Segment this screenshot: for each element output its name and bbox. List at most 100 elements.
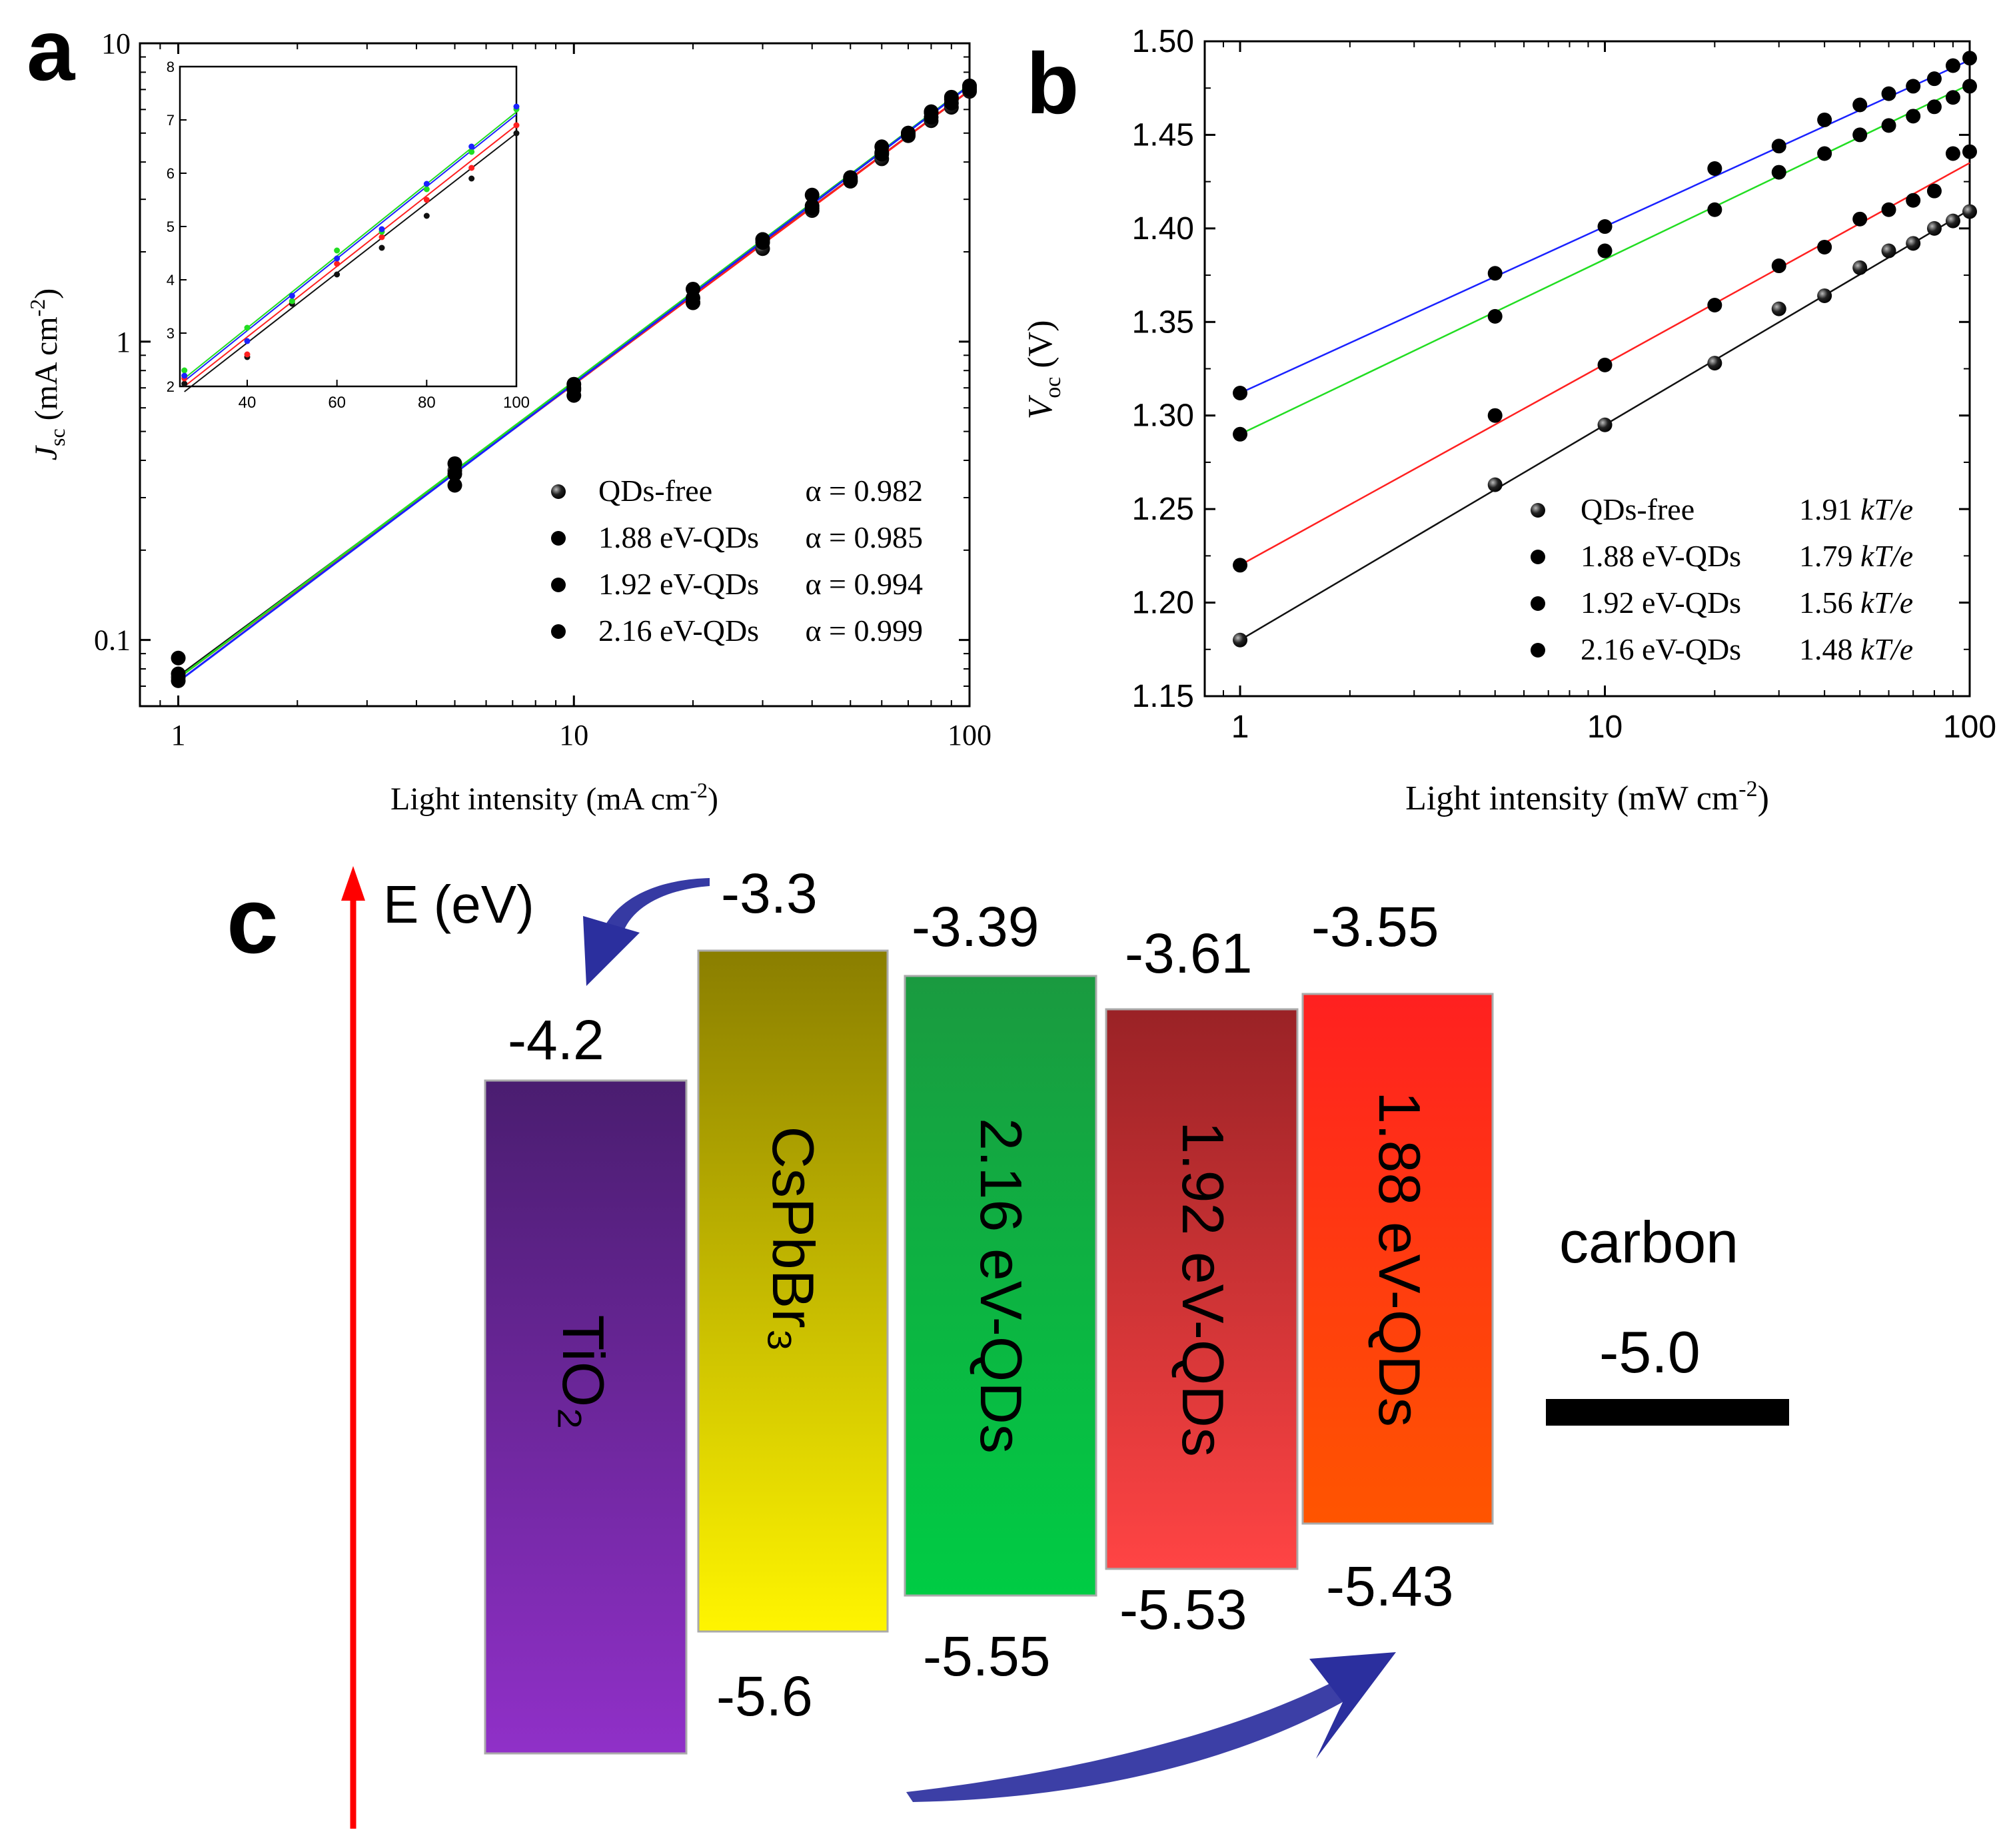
inset-data-point <box>334 247 340 254</box>
data-point <box>1962 204 1977 219</box>
data-point <box>944 89 959 105</box>
y-tick-label: 1 <box>116 326 131 358</box>
data-point <box>686 295 700 310</box>
inset-frame <box>179 65 518 388</box>
data-point <box>1945 146 1960 161</box>
legend-marker <box>1531 550 1545 564</box>
x-tick-label: 100 <box>1943 709 1996 745</box>
data-point <box>1707 161 1722 176</box>
legend-label: 1.88 eV-QDs <box>598 520 759 554</box>
electron-transfer-arrowhead <box>583 916 640 986</box>
inset-data-point <box>244 338 251 344</box>
inset-data-point <box>289 292 295 299</box>
data-point <box>1771 165 1786 180</box>
data-point <box>1817 239 1832 254</box>
data-point <box>1881 243 1896 258</box>
chart-b-legend: QDs-free 1.91 kT/e 1.88 eV-QDs 1.79 kT/e 1.9… <box>1531 492 1913 666</box>
x-tick-label: 1 <box>171 719 186 751</box>
inset-axes: 40 60 80 100 2 3 4 5 6 7 8 <box>167 59 530 412</box>
chart-a-legend: QDs-free α = 0.982 1.88 eV-QDs α = 0.985 1.9… <box>551 474 923 648</box>
y-tick-label: 1.20 <box>1132 586 1194 621</box>
y-tick-label: 1.40 <box>1132 211 1194 246</box>
chart-a-xlabel: Light intensity (mA cm-2) <box>390 778 718 817</box>
legend-param: α = 0.982 <box>805 474 923 508</box>
band-192-qds-name: 1.92 eV-QDs <box>1170 1121 1236 1457</box>
inset-x-tick-label: 80 <box>418 394 436 412</box>
panel-c-label: c <box>227 868 279 973</box>
data-point <box>1817 288 1832 303</box>
chart-b-points <box>1233 51 1977 648</box>
data-point <box>1707 298 1722 313</box>
inset-data-point <box>468 149 475 155</box>
data-point <box>1881 86 1896 101</box>
carbon-level-bar <box>1546 1399 1789 1426</box>
hole-transfer-arrowhead <box>1309 1652 1396 1759</box>
inset-data-point <box>468 143 475 150</box>
chart-a-inset: 40 60 80 100 2 3 4 5 6 7 8 <box>167 59 530 412</box>
data-point <box>1233 558 1248 573</box>
legend-param-unit: kT/e <box>1860 586 1913 620</box>
data-point <box>1926 221 1942 236</box>
qd192-bottom-level: -5.53 <box>1119 1578 1247 1641</box>
data-point <box>1926 183 1942 199</box>
data-point <box>755 232 770 247</box>
inset-data-point <box>334 255 340 262</box>
data-point <box>1962 79 1977 94</box>
data-point <box>171 673 186 688</box>
y-tick-label: 1.45 <box>1132 117 1194 153</box>
data-point <box>1597 219 1613 234</box>
data-point <box>1906 236 1921 251</box>
inset-data-point <box>244 351 251 358</box>
inset-data-point <box>423 213 430 219</box>
inset-y-tick-label: 5 <box>167 219 175 235</box>
legend-label: 1.92 eV-QDs <box>598 567 759 601</box>
inset-data-point <box>423 181 430 187</box>
legend-param: α = 0.985 <box>805 520 923 554</box>
qd188-bottom-level: -5.43 <box>1326 1555 1453 1617</box>
inset-fit-line <box>184 133 517 392</box>
inset-points <box>181 103 520 387</box>
cspbbr3-top-level: -3.3 <box>721 862 818 925</box>
data-point <box>1906 193 1921 208</box>
data-point <box>1945 213 1960 229</box>
data-point <box>1233 426 1248 442</box>
data-point <box>1852 127 1868 143</box>
data-point <box>843 170 858 185</box>
legend-param: α = 0.999 <box>805 614 923 648</box>
data-point <box>804 199 820 214</box>
x-tick-label: 1 <box>1231 709 1249 745</box>
band-192-qds <box>1105 1008 1299 1570</box>
inset-data-point <box>423 197 430 203</box>
data-point <box>1487 308 1503 324</box>
inset-x-tick-label: 40 <box>239 394 257 412</box>
energy-axis-label: E (eV) <box>383 875 534 934</box>
inset-data-point <box>378 244 385 251</box>
energy-axis-arrowhead <box>341 866 365 901</box>
legend-marker <box>1531 596 1545 611</box>
inset-data-point <box>423 186 430 193</box>
panel-b-label: b <box>1026 35 1079 132</box>
inset-data-point <box>334 271 340 278</box>
data-point <box>1597 417 1613 432</box>
y-tick-label: 10 <box>101 27 131 60</box>
data-point <box>1926 99 1942 115</box>
panel-a: a 1 10 100 0.1 1 10 QDs-free α = 0.982 1.88 eV-… <box>25 1 992 817</box>
x-tick-label: 10 <box>559 719 588 751</box>
inset-fit-line <box>184 114 517 382</box>
legend-marker <box>1531 503 1545 518</box>
data-point <box>1906 79 1921 94</box>
legend-param: α = 0.994 <box>805 567 923 601</box>
data-point <box>1233 386 1248 401</box>
panel-b: b 1 10 100 1.15 1.20 1.25 1.30 1.35 1.40 1.45 1.50… <box>1021 24 1996 817</box>
inset-y-tick-label: 2 <box>167 378 175 395</box>
band-tio2-name: TiO₂ <box>550 1315 616 1430</box>
inset-data-point <box>468 165 475 171</box>
chart-b-ylabel: Voc (V) <box>1021 320 1065 419</box>
y-tick-label: 1.50 <box>1132 24 1194 59</box>
data-point <box>1487 408 1503 423</box>
x-tick-label: 100 <box>948 719 992 751</box>
panel-a-label: a <box>27 1 76 99</box>
data-point <box>1597 243 1613 258</box>
carbon-label: carbon <box>1559 1209 1738 1275</box>
